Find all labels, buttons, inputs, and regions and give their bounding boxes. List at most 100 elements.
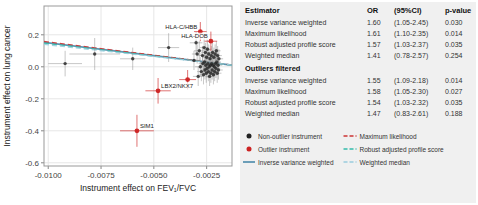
x-tick-label: -0.0075	[87, 171, 115, 180]
point	[216, 54, 219, 57]
point-label-background	[180, 33, 209, 40]
legend-label: Inverse variance weighted	[258, 159, 334, 167]
table-header: Estimator	[245, 6, 280, 15]
y-axis-label: Instrument effect on lung cancer	[2, 25, 12, 146]
legend-marker	[247, 134, 252, 139]
table-cell: 1.57	[367, 41, 381, 48]
point	[192, 59, 195, 62]
point	[215, 60, 218, 63]
table-header: p-value	[445, 6, 471, 15]
table-subheader: Outliers filtered	[245, 64, 301, 73]
table-cell: Weighted median	[245, 110, 299, 118]
regression-line	[44, 42, 232, 65]
point-label: LBX2/NKX7	[161, 83, 194, 89]
regression-line	[44, 41, 232, 64]
table-cell: Robust adjusted profile score	[245, 99, 336, 107]
point	[195, 52, 198, 55]
point	[135, 128, 140, 133]
point	[204, 51, 207, 54]
legend-item: Maximum likelihood	[344, 133, 417, 140]
table-cell: 1.61	[367, 30, 381, 37]
table-cell: 1.41	[367, 52, 381, 59]
legend-line	[344, 135, 357, 137]
legend-label: Weighted median	[360, 159, 411, 167]
table-cell: 0.188	[445, 110, 463, 117]
table: EstimatorOR(95%CI)p-valueInverse varianc…	[245, 6, 471, 118]
table-cell: 1.55	[367, 77, 381, 84]
plot-data	[44, 22, 232, 147]
point	[131, 57, 134, 60]
point-label: SIM1	[140, 123, 155, 129]
grid-line	[44, 66, 232, 67]
point-label: HLA-C/HBB	[165, 24, 197, 30]
table-cell: Inverse variance weighted	[245, 19, 326, 27]
legend-item: Inverse variance weighted	[243, 159, 334, 167]
legend-label: Outlier instrument	[258, 146, 309, 153]
table-cell: (1.09-2.18)	[394, 77, 428, 85]
point	[208, 75, 211, 78]
point	[212, 56, 215, 59]
table-cell: (1.03-2.37)	[394, 41, 428, 49]
legend-label: Robust adjusted profile score	[360, 146, 445, 154]
table-cell: 0.035	[445, 41, 463, 48]
x-tick-label: -0.0025	[193, 171, 221, 180]
point	[194, 41, 197, 44]
table-cell: Robust adjusted profile score	[245, 41, 336, 49]
point	[215, 49, 218, 52]
point	[197, 75, 200, 78]
point	[185, 77, 190, 82]
legend-item: Non-outlier instrument	[247, 133, 323, 140]
grid-line	[101, 6, 102, 166]
x-tick-label: -0.0050	[140, 171, 168, 180]
table-cell: 0.014	[445, 77, 463, 84]
grid-line	[44, 162, 232, 163]
y-tick-label: 0.0	[28, 63, 40, 72]
point	[198, 49, 201, 52]
point-label-background	[139, 122, 156, 129]
point	[216, 63, 219, 66]
table-cell: 0.014	[445, 30, 463, 37]
legend-line	[243, 161, 255, 163]
legend-line	[344, 148, 357, 150]
point-labels: HLA-C/HBB LBX2/NKX7 HLA-DOB SIM1	[139, 23, 209, 129]
table-cell: Inverse variance weighted	[245, 77, 326, 85]
point	[202, 46, 205, 49]
table-cell: 0.030	[445, 19, 463, 26]
y-tick-label: -0.2	[25, 95, 39, 104]
grid-line	[48, 6, 49, 166]
point-label-background	[164, 23, 198, 30]
y-tick-label: 0.2	[28, 31, 40, 40]
scatter-series	[120, 22, 217, 147]
table-header: (95%CI)	[394, 6, 422, 15]
point	[201, 54, 204, 57]
regression-line	[44, 44, 232, 65]
point	[199, 65, 202, 68]
table-cell: 1.54	[367, 99, 381, 106]
table-cell: 1.47	[367, 110, 381, 117]
point	[167, 46, 170, 49]
table-cell: (1.05-2.45)	[394, 19, 428, 27]
point-label: HLA-DOB	[181, 33, 208, 39]
point-label-background	[160, 82, 195, 89]
x-axis-label: Instrument effect on FEV₁/FVC	[80, 183, 196, 193]
table-cell: 0.027	[445, 88, 463, 95]
legend-line	[344, 161, 357, 163]
point	[203, 60, 206, 63]
chart: -0.6-0.4-0.20.00.2-0.0100-0.0075-0.0050-…	[0, 0, 478, 205]
legend-item: Robust adjusted profile score	[344, 146, 445, 154]
table-cell: (0.78-2.57)	[394, 52, 428, 60]
table-cell: Maximum likelihood	[245, 30, 307, 37]
plot-frame	[44, 6, 232, 166]
point	[217, 68, 220, 71]
point	[208, 57, 211, 60]
y-tick-label: -0.6	[25, 159, 39, 168]
table-cell: (1.03-2.32)	[394, 99, 428, 107]
grid-line	[153, 6, 154, 166]
legend-item: Outlier instrument	[247, 146, 310, 153]
x-tick-label: -0.0100	[35, 171, 63, 180]
grid-line	[44, 98, 232, 99]
legend-label: Maximum likelihood	[360, 133, 417, 140]
point	[156, 88, 161, 93]
point	[206, 48, 209, 51]
table-cell: 0.035	[445, 99, 463, 106]
